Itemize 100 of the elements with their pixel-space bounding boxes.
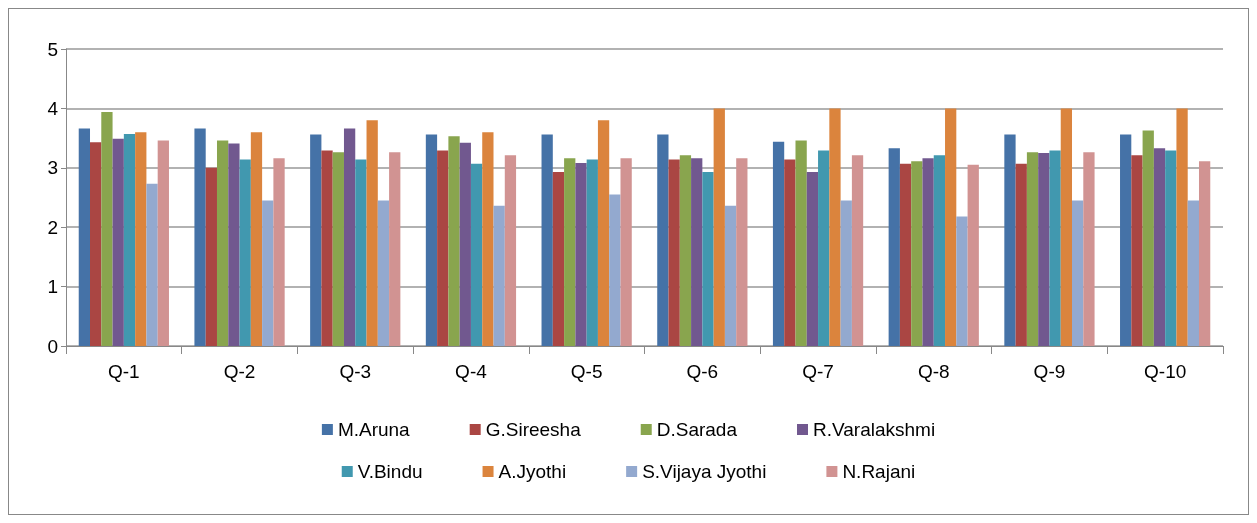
x-tick-label: Q-8 [917, 361, 950, 382]
bar [795, 140, 807, 346]
bar [967, 164, 979, 346]
bar [78, 128, 91, 346]
bar [597, 120, 610, 346]
bar [784, 159, 796, 346]
bar [1026, 152, 1039, 346]
bar [1198, 161, 1211, 346]
bar [425, 134, 438, 346]
y-tick-label: 2 [47, 216, 58, 238]
bar [691, 158, 703, 346]
bar [713, 108, 725, 346]
bar [310, 134, 322, 346]
bar [377, 200, 390, 346]
bar [228, 143, 240, 346]
bar [321, 150, 333, 346]
legend-label: N.Rajani [842, 461, 916, 482]
bar [250, 132, 263, 346]
bar [679, 155, 692, 346]
bar [146, 183, 158, 346]
bar [1004, 134, 1016, 346]
x-tick-label: Q-7 [802, 361, 834, 382]
bar [112, 138, 124, 346]
y-tick-label: 4 [47, 97, 59, 119]
bar [1153, 148, 1166, 346]
bar [273, 158, 285, 346]
bar [945, 108, 957, 346]
bar [668, 159, 680, 346]
bar [1187, 200, 1199, 346]
y-tick-label: 0 [47, 335, 58, 357]
y-tick-label: 5 [47, 38, 58, 60]
bar [1038, 152, 1050, 346]
bar [609, 194, 621, 346]
bar [239, 159, 251, 346]
bar [123, 133, 136, 346]
bar [552, 171, 565, 346]
bar [840, 200, 852, 346]
bar [620, 158, 632, 346]
x-tick-label: Q-3 [339, 361, 372, 382]
bar [818, 150, 830, 346]
bar [956, 216, 968, 346]
bar [1060, 108, 1073, 346]
bar [459, 142, 471, 346]
bar [1015, 163, 1027, 346]
bar [332, 152, 344, 346]
x-tick-label: Q-9 [1033, 361, 1066, 382]
bar [343, 128, 356, 346]
bar [724, 205, 737, 346]
bar [851, 155, 864, 346]
x-tick-label: Q-5 [570, 361, 603, 382]
bar [366, 120, 378, 346]
x-tick-label: Q-6 [686, 361, 719, 382]
bar [736, 158, 748, 346]
bar [922, 158, 934, 346]
bar [1142, 130, 1154, 346]
bar [1165, 150, 1177, 346]
bar [470, 163, 483, 346]
bar [90, 142, 102, 346]
bar [101, 111, 113, 346]
bar [194, 128, 206, 346]
bar [933, 155, 946, 346]
bar [504, 155, 517, 346]
bar [448, 136, 460, 346]
legend-label: D.Sarada [656, 419, 738, 440]
bar [1049, 150, 1061, 346]
bar [899, 163, 912, 346]
bar [1083, 152, 1095, 346]
bar [1120, 134, 1132, 346]
bar [157, 140, 169, 346]
bar [888, 148, 900, 346]
bar [829, 108, 841, 346]
bar [657, 134, 669, 346]
legend-label: M.Aruna [337, 419, 411, 440]
x-tick-label: Q-1 [108, 361, 140, 382]
bar [205, 167, 217, 346]
bar [262, 200, 274, 346]
bar [806, 171, 819, 346]
x-tick-label: Q-4 [455, 361, 488, 382]
y-tick-label: 1 [47, 276, 58, 298]
y-tick-label: 3 [47, 157, 58, 179]
legend-label: R.Varalakshmi [813, 419, 936, 440]
legend-label: G.Sireesha [485, 419, 582, 440]
bar [541, 134, 553, 346]
legend-label: V.Bindu [357, 461, 423, 482]
x-tick-label: Q-10 [1144, 361, 1187, 382]
bar [911, 161, 923, 346]
bar [1131, 155, 1143, 346]
bar [586, 159, 598, 346]
bar [355, 159, 367, 346]
bar [135, 132, 147, 346]
bar [1072, 200, 1084, 346]
bar [575, 163, 587, 346]
bar [482, 132, 494, 346]
legend-label: S.Vijaya Jyothi [642, 461, 767, 482]
x-tick-label: Q-2 [223, 361, 256, 382]
bar [493, 205, 505, 346]
bar [216, 140, 229, 346]
legend-label: A.Jyothi [498, 461, 567, 482]
bar [1176, 108, 1188, 346]
bar [772, 141, 785, 346]
